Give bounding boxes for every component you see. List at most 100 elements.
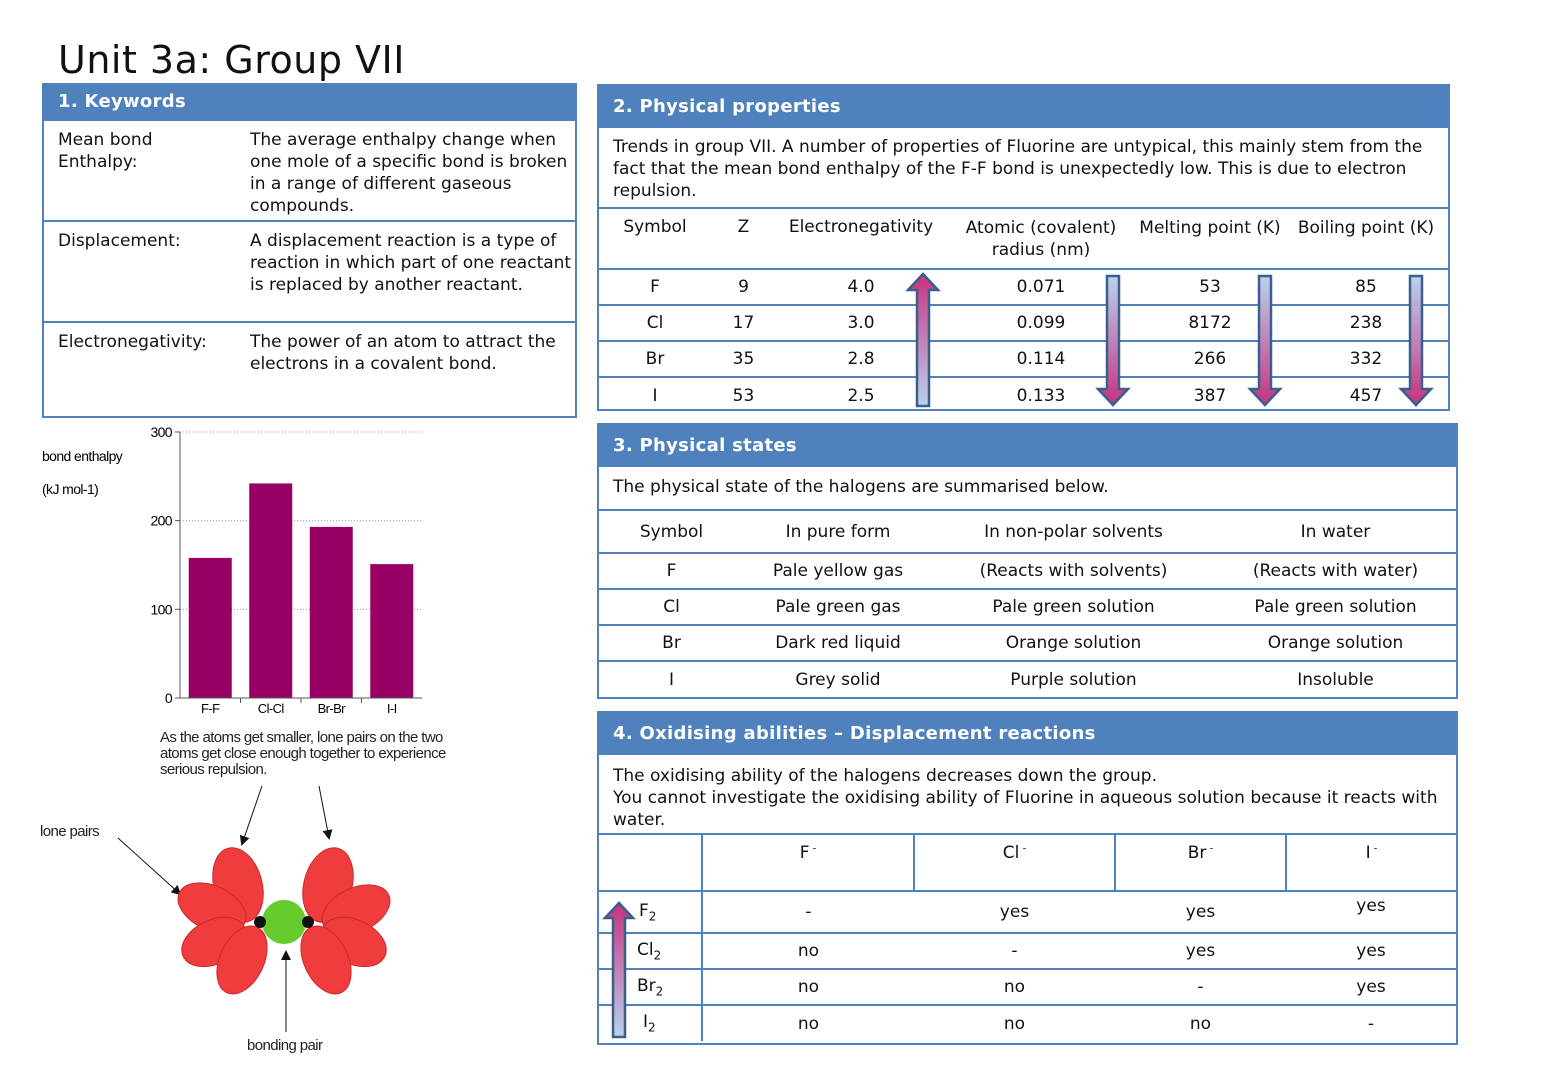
- nucleus-left: [254, 916, 266, 928]
- cell-pure-form: Pale yellow gas: [744, 552, 932, 589]
- table-row: Br Dark red liquid Orange solution Orang…: [599, 624, 1456, 661]
- bar-i-i: [370, 564, 414, 698]
- keywords-panel: 1. Keywords Mean bond Enthalpy: The aver…: [42, 83, 577, 418]
- cell-radius: 0.099: [946, 304, 1136, 341]
- physical-properties-intro: Trends in group VII. A number of propert…: [599, 128, 1448, 209]
- reaction-cell: no: [914, 968, 1115, 1005]
- physical-states-panel: 3. Physical states The physical state of…: [597, 423, 1458, 699]
- physical-states-header: 3. Physical states: [599, 425, 1456, 467]
- arrow-down-icon: [1247, 274, 1283, 407]
- cell-water: Pale green solution: [1215, 588, 1456, 625]
- bar-cl-cl: [249, 483, 293, 698]
- keyword-definition: The average enthalpy change when one mol…: [250, 130, 568, 216]
- bar-br-br: [309, 526, 353, 698]
- column-header: In pure form: [785, 521, 891, 542]
- arrow-icon: [117, 837, 182, 896]
- physical-states-intro: The physical state of the halogens are s…: [599, 467, 1456, 511]
- reaction-cell: yes: [914, 890, 1115, 933]
- table-row: I Grey solid Purple solution Insoluble: [599, 660, 1456, 697]
- reaction-cell: -: [702, 890, 914, 933]
- arrow-down-icon: [1095, 274, 1131, 407]
- y-axis-unit: (kJ mol-1): [42, 481, 98, 497]
- lone-pair-lobes-left: [177, 847, 268, 995]
- oxidising-table: F - Cl - Br - I - F2 - yes yes yes Cl2 n…: [599, 835, 1456, 1041]
- x-tick-label: F-F: [201, 701, 220, 716]
- bonding-pair-orbital: [262, 900, 306, 944]
- cell-pure-form: Pale green gas: [744, 588, 932, 625]
- column-header: Br -: [1115, 835, 1287, 891]
- keyword-definition: The power of an atom to attract the elec…: [250, 332, 556, 374]
- reaction-cell: no: [702, 968, 914, 1005]
- cell-symbol: Br: [599, 624, 744, 661]
- cell-z: 35: [711, 340, 776, 377]
- cell-non-polar: Orange solution: [932, 624, 1215, 661]
- arrow-down-icon: [1398, 274, 1434, 407]
- column-header: Atomic (covalent) radius (nm): [965, 218, 1117, 260]
- cell-symbol: Cl: [599, 304, 711, 341]
- keyword-definition: A displacement reaction is a type of rea…: [250, 231, 572, 295]
- y-tick-label: 200: [150, 513, 172, 529]
- column-header: In water: [1300, 521, 1371, 542]
- reaction-cell: yes: [1286, 890, 1456, 933]
- reaction-cell: no: [702, 932, 914, 969]
- cell-non-polar: Purple solution: [932, 660, 1215, 697]
- physical-states-table: Symbol In pure form In non-polar solvent…: [599, 511, 1456, 697]
- table-row: I2 no no no -: [599, 1004, 1456, 1041]
- arrow-up-icon: [602, 901, 636, 1039]
- reaction-cell: no: [1115, 1004, 1286, 1041]
- oxidising-panel: 4. Oxidising abilities – Displacement re…: [597, 711, 1458, 1045]
- reaction-cell: no: [702, 1004, 914, 1041]
- cell-pure-form: Dark red liquid: [744, 624, 932, 661]
- column-header: Z: [737, 217, 750, 237]
- corner-cell: [599, 835, 703, 891]
- column-header: I -: [1365, 843, 1378, 863]
- cell-water: Insoluble: [1215, 660, 1456, 697]
- column-header: Melting point (K): [1139, 218, 1281, 238]
- cell-symbol: Br: [599, 340, 711, 377]
- keyword-row: Electronegativity: The power of an atom …: [44, 321, 575, 418]
- physical-properties-panel: 2. Physical properties Trends in group V…: [597, 84, 1450, 413]
- cell-symbol: F: [599, 268, 711, 305]
- keyword-term: Mean bond Enthalpy:: [58, 130, 153, 172]
- column-header: F -: [702, 835, 915, 891]
- column-header: In non-polar solvents: [984, 521, 1163, 542]
- cell-symbol: I: [599, 376, 711, 413]
- cell-water: Orange solution: [1215, 624, 1456, 661]
- keywords-header: 1. Keywords: [44, 85, 575, 119]
- column-header: Electronegativity: [788, 217, 934, 237]
- table-row: Br2 no no - yes: [599, 968, 1456, 1005]
- column-header: Cl -: [914, 835, 1116, 891]
- table-row: F2 - yes yes yes: [599, 890, 1456, 933]
- reaction-cell: yes: [1115, 890, 1286, 933]
- table-row: Cl Pale green gas Pale green solution Pa…: [599, 588, 1456, 625]
- table-row: F Pale yellow gas (Reacts with solvents)…: [599, 552, 1456, 589]
- y-tick-label: 100: [150, 601, 172, 617]
- keyword-row: Mean bond Enthalpy: The average enthalpy…: [44, 119, 575, 222]
- arrow-icon: [318, 785, 333, 840]
- reaction-cell: no: [914, 1004, 1115, 1041]
- lone-pair-lobes-right: [300, 847, 391, 995]
- cell-z: 53: [711, 376, 776, 413]
- x-tick-label: Cl-Cl: [258, 701, 285, 716]
- reaction-cell: -: [1115, 968, 1286, 1005]
- chart-caption: As the atoms get smaller, lone pairs on …: [160, 729, 446, 778]
- y-tick-label: 0: [165, 690, 173, 706]
- nucleus-right: [302, 916, 314, 928]
- chart-bars: [188, 483, 414, 698]
- bond-enthalpy-chart: bond enthalpy (kJ mol-1) 0 100 200 300 F-F C…: [42, 424, 422, 716]
- y-tick-label: 300: [150, 424, 172, 440]
- reaction-cell: yes: [1286, 968, 1456, 1005]
- y-axis-label: bond enthalpy: [42, 448, 123, 464]
- lone-pairs-label: lone pairs: [40, 823, 100, 840]
- cell-symbol: I: [599, 660, 744, 697]
- cell-water: (Reacts with water): [1215, 552, 1456, 589]
- cell-non-polar: (Reacts with solvents): [932, 552, 1215, 589]
- oxidising-trend-arrow: [602, 901, 636, 1039]
- column-header: Boiling point (K): [1297, 218, 1435, 238]
- column-header: Symbol: [639, 521, 704, 542]
- arrow-up-icon: [905, 272, 941, 408]
- oxidising-intro: The oxidising ability of the halogens de…: [599, 755, 1456, 835]
- physical-properties-header: 2. Physical properties: [599, 86, 1448, 128]
- x-tick-label: Br-Br: [318, 701, 347, 716]
- cell-radius: 0.071: [946, 268, 1136, 305]
